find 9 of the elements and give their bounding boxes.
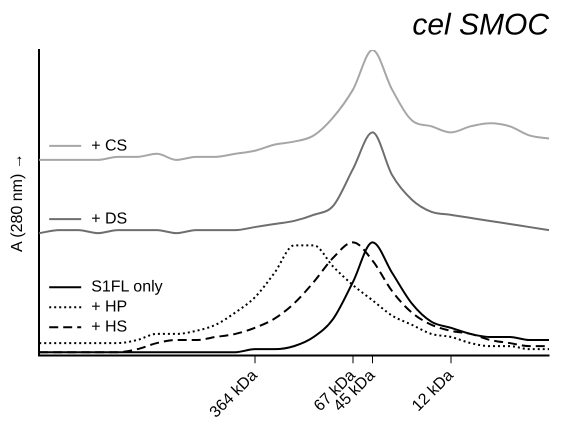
chart-title: cel SMOC (412, 8, 550, 42)
x-tick-label: 12 kDa (409, 366, 457, 415)
legend-label: + HS (91, 318, 128, 336)
x-tick-label: 364 kDa (206, 366, 261, 422)
legend-label: S1FL only (91, 278, 163, 296)
legend-label: + HP (91, 298, 128, 316)
y-axis-title: A (280 nm) → (9, 153, 26, 252)
legend-label: + CS (91, 137, 128, 154)
legend-label: + DS (91, 210, 128, 228)
